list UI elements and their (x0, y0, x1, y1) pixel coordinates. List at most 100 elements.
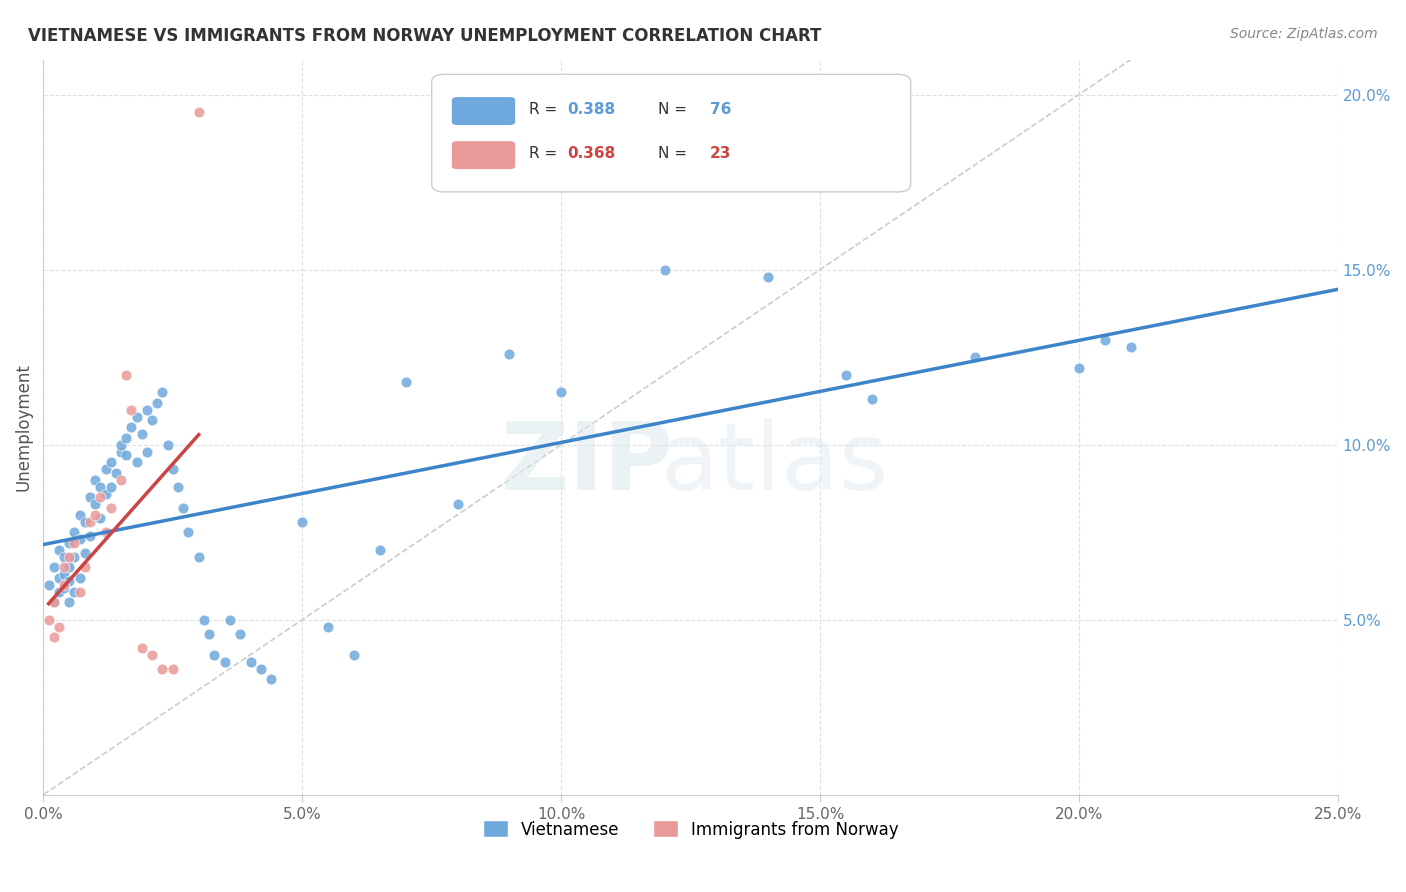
Text: 0.368: 0.368 (568, 146, 616, 161)
Point (42, 595, 65, 609)
Point (69, 571, 91, 585)
Point (291, 515, 314, 529)
Y-axis label: Unemployment: Unemployment (15, 363, 32, 491)
Point (125, 409, 148, 424)
Legend: Vietnamese, Immigrants from Norway: Vietnamese, Immigrants from Norway (475, 814, 905, 846)
Point (84, 508, 107, 522)
Point (152, 385, 174, 400)
Point (48, 584, 70, 599)
Point (187, 105, 209, 120)
Point (100, 455, 122, 469)
Point (38, 613, 60, 627)
Point (860, 392, 883, 406)
Point (115, 448, 138, 462)
Point (42, 595, 65, 609)
Point (110, 444, 132, 458)
Text: R =: R = (529, 146, 562, 161)
Point (835, 368, 858, 382)
Point (42, 560, 65, 574)
Point (58, 549, 80, 564)
Point (167, 480, 190, 494)
Point (73, 515, 96, 529)
Point (446, 497, 468, 511)
Point (152, 662, 174, 676)
Point (368, 542, 391, 557)
Point (100, 500, 122, 515)
Point (53, 567, 76, 582)
Point (89, 490, 111, 504)
Point (146, 395, 169, 409)
Point (73, 546, 96, 560)
Point (136, 402, 159, 417)
Point (187, 549, 209, 564)
Point (53, 549, 76, 564)
Point (63, 535, 86, 549)
Text: 23: 23 (710, 146, 731, 161)
Text: 0.388: 0.388 (568, 102, 616, 117)
Point (79, 515, 101, 529)
Point (110, 473, 132, 487)
Text: Source: ZipAtlas.com: Source: ZipAtlas.com (1230, 27, 1378, 41)
Point (63, 584, 86, 599)
Point (1094, 333, 1116, 347)
Point (42, 630, 65, 644)
Point (115, 431, 138, 445)
Point (172, 500, 194, 515)
Point (1067, 360, 1090, 375)
Point (63, 549, 86, 564)
Point (115, 368, 138, 382)
Point (63, 525, 86, 540)
Point (69, 508, 91, 522)
Point (48, 571, 70, 585)
Point (58, 574, 80, 589)
Point (94, 462, 117, 476)
Point (131, 427, 153, 442)
Point (53, 560, 76, 574)
Point (316, 620, 339, 634)
Point (73, 560, 96, 574)
Point (756, 269, 779, 284)
Point (239, 655, 262, 669)
Point (654, 262, 676, 277)
Point (136, 444, 159, 458)
Point (965, 350, 987, 364)
Text: 76: 76 (710, 102, 731, 117)
Point (156, 437, 179, 451)
Point (110, 437, 132, 451)
Point (104, 466, 127, 480)
Point (343, 648, 366, 662)
Point (94, 525, 117, 540)
Text: N =: N = (658, 146, 688, 161)
Point (162, 662, 184, 676)
Point (89, 480, 111, 494)
Point (120, 420, 142, 434)
Text: ZIP: ZIP (501, 418, 673, 510)
Point (218, 613, 240, 627)
Point (100, 480, 122, 494)
Point (84, 473, 107, 487)
Point (69, 532, 91, 546)
Text: N =: N = (658, 102, 688, 117)
Point (48, 620, 70, 634)
Point (79, 529, 101, 543)
Point (141, 648, 163, 662)
Point (193, 613, 215, 627)
Text: atlas: atlas (661, 418, 889, 510)
Point (53, 581, 76, 595)
Point (58, 560, 80, 574)
Point (84, 497, 107, 511)
Point (79, 490, 101, 504)
Point (69, 584, 91, 599)
Point (89, 511, 111, 525)
Point (260, 672, 283, 686)
Point (498, 346, 520, 360)
Point (131, 640, 153, 655)
Point (1119, 340, 1142, 354)
Point (58, 595, 80, 609)
Point (250, 662, 273, 676)
Point (214, 655, 236, 669)
Point (48, 542, 70, 557)
FancyBboxPatch shape (451, 140, 516, 169)
Point (38, 577, 60, 591)
Point (53, 577, 76, 591)
